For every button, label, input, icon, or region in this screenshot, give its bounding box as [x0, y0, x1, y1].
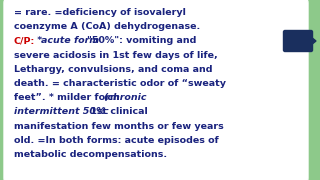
- Text: intermittent 50%:: intermittent 50%:: [14, 107, 109, 116]
- Text: manifestation few months or few years: manifestation few months or few years: [14, 122, 224, 131]
- Text: C/P:: C/P:: [14, 36, 35, 45]
- Text: (chronic: (chronic: [103, 93, 147, 102]
- Text: coenzyme A (CoA) dehydrogenase.: coenzyme A (CoA) dehydrogenase.: [14, 22, 200, 31]
- Text: acute form: acute form: [41, 36, 99, 45]
- Text: 1st clinical: 1st clinical: [87, 107, 148, 116]
- Text: "50%": vomiting and: "50%": vomiting and: [87, 36, 196, 45]
- Text: Lethargy, convulsions, and coma and: Lethargy, convulsions, and coma and: [14, 65, 212, 74]
- Text: severe acidosis in 1st few days of life,: severe acidosis in 1st few days of life,: [14, 51, 218, 60]
- Text: metabolic decompensations.: metabolic decompensations.: [14, 150, 167, 159]
- FancyBboxPatch shape: [4, 0, 308, 180]
- Text: old. =In both forms: acute episodes of: old. =In both forms: acute episodes of: [14, 136, 219, 145]
- Text: death. = characteristic odor of “sweaty: death. = characteristic odor of “sweaty: [14, 79, 226, 88]
- Text: *: *: [34, 36, 45, 45]
- Text: = rare. =deficiency of isovaleryl: = rare. =deficiency of isovaleryl: [14, 8, 186, 17]
- Text: feet”. * milder form: feet”. * milder form: [14, 93, 123, 102]
- Polygon shape: [311, 37, 316, 45]
- FancyBboxPatch shape: [284, 30, 313, 51]
